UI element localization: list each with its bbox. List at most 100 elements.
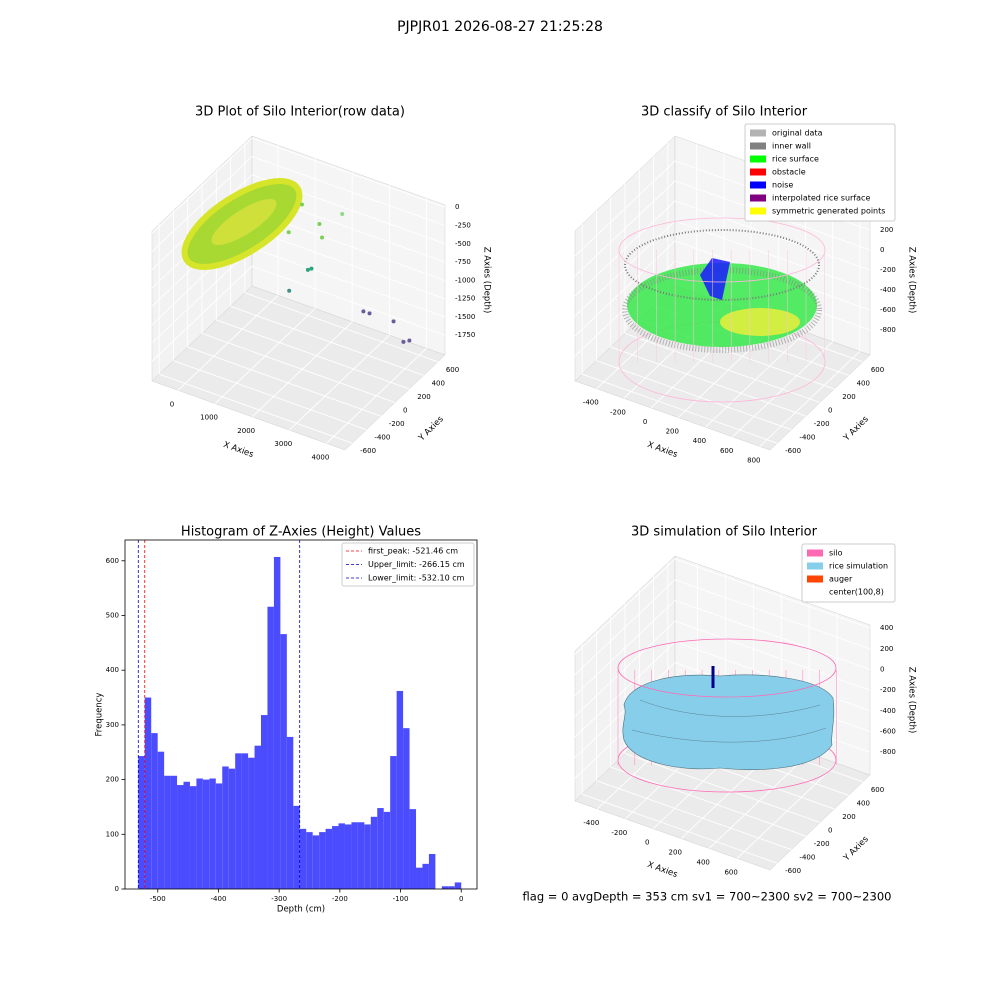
grid-line xyxy=(574,558,676,655)
x-tick-label: 2000 xyxy=(237,427,255,435)
y-tick-label: -600 xyxy=(785,867,801,875)
data-point xyxy=(286,230,291,235)
bar xyxy=(280,634,287,889)
grid-line xyxy=(574,220,676,317)
y-tick-label: 400 xyxy=(857,379,870,387)
bar xyxy=(416,867,423,889)
y-tick-label: 400 xyxy=(432,379,445,387)
bar xyxy=(396,690,404,889)
bar xyxy=(138,756,145,889)
y-tick-label: 0 xyxy=(403,407,407,415)
data-point xyxy=(320,235,325,240)
legend-label: first_peak: -521.46 cm xyxy=(368,547,458,556)
bar xyxy=(286,736,294,889)
legend-label: symmetric generated points xyxy=(772,207,885,216)
y-axis-label: Y Axies xyxy=(841,834,871,864)
x-tick-label: 0 xyxy=(645,839,649,847)
grid-line xyxy=(624,753,821,823)
y-tick-label: 200 xyxy=(842,813,855,821)
z-tick-label: -200 xyxy=(880,686,896,694)
bar xyxy=(403,728,410,889)
x-tick-label: 1000 xyxy=(200,414,218,422)
y-tick-label: 600 xyxy=(871,366,884,374)
grid-line xyxy=(201,333,396,403)
x-tick-label: 3000 xyxy=(274,440,292,448)
bar xyxy=(370,816,378,889)
z-tick-label: -800 xyxy=(880,326,896,334)
grid-line xyxy=(596,360,792,431)
z-tick-label: -400 xyxy=(880,707,896,715)
z-tick-label: -750 xyxy=(455,258,471,266)
bar xyxy=(235,753,242,889)
y-tick-label: 500 xyxy=(106,611,119,619)
panel-title: 3D simulation of Silo Interior xyxy=(631,525,818,540)
x-tick-label: 600 xyxy=(720,447,733,455)
panel-title: Histogram of Z-Axies (Height) Values xyxy=(181,525,421,540)
y-tick-label: 600 xyxy=(106,557,119,565)
grid-line xyxy=(624,333,821,403)
figure-title: PJPJR01 2026-08-27 21:25:28 xyxy=(397,19,603,35)
bar xyxy=(215,783,223,889)
grid-line xyxy=(574,600,676,696)
bar xyxy=(325,828,333,889)
legend-label: rice simulation xyxy=(829,562,888,571)
y-tick-label: -400 xyxy=(799,434,815,442)
grid-line xyxy=(216,319,410,390)
data-point xyxy=(407,338,412,343)
x-axis-label: X Axies xyxy=(646,860,679,880)
bar xyxy=(183,781,190,889)
x-tick-label: -400 xyxy=(583,819,599,827)
z-tick-label: -400 xyxy=(880,286,896,294)
grid-line xyxy=(158,373,353,444)
legend-label: interpolated rice surface xyxy=(772,194,870,203)
legend-swatch xyxy=(750,194,766,202)
y-tick-label: 600 xyxy=(446,366,459,374)
data-point xyxy=(305,267,310,272)
legend-label: Upper_limit: -266.15 cm xyxy=(368,560,465,569)
grid-line xyxy=(244,292,439,363)
grid-line xyxy=(581,373,778,444)
y-tick-label: 0 xyxy=(828,827,832,835)
legend-label: inner wall xyxy=(772,142,811,151)
bar xyxy=(332,826,339,889)
y-tick-label: -400 xyxy=(374,434,390,442)
bar xyxy=(454,882,462,889)
y-axis-label: Y Axies xyxy=(841,414,871,444)
point-cloud xyxy=(211,198,277,246)
grid-line xyxy=(574,641,676,738)
grid-line xyxy=(574,620,676,717)
bar xyxy=(202,779,210,889)
z-tick-label: -250 xyxy=(455,221,471,229)
x-tick-label: -300 xyxy=(271,895,287,903)
grid-line xyxy=(151,156,253,252)
grid-line xyxy=(674,579,871,650)
yellow-cloud xyxy=(720,308,800,336)
grid-line xyxy=(574,160,676,257)
x-tick-label: 0 xyxy=(459,895,463,903)
grid-line xyxy=(674,220,871,291)
legend-swatch xyxy=(750,129,766,137)
z-tick-label: -1500 xyxy=(455,313,475,321)
y-tick-label: 200 xyxy=(106,776,119,784)
legend-label: original data xyxy=(772,129,823,138)
data-point xyxy=(299,202,304,207)
z-tick-label: 400 xyxy=(880,624,893,632)
legend-box xyxy=(341,542,475,587)
y-tick-label: -200 xyxy=(814,420,830,428)
x-tick-label: 200 xyxy=(666,428,679,436)
grid-line xyxy=(574,579,676,676)
bar xyxy=(351,822,358,889)
legend-box xyxy=(801,543,896,603)
z-tick-label: 0 xyxy=(455,203,459,211)
y-tick-label: -400 xyxy=(799,854,815,862)
bar xyxy=(409,809,417,889)
bar xyxy=(383,811,391,889)
z-tick-label: -1250 xyxy=(455,295,475,303)
legend-label: auger xyxy=(829,575,853,584)
grid-line xyxy=(574,200,676,297)
y-tick-label: 400 xyxy=(857,799,870,807)
grid-line xyxy=(230,305,424,376)
x-tick-label: 200 xyxy=(669,849,682,857)
z-tick-label: 200 xyxy=(880,645,893,653)
grid-line xyxy=(251,229,446,300)
